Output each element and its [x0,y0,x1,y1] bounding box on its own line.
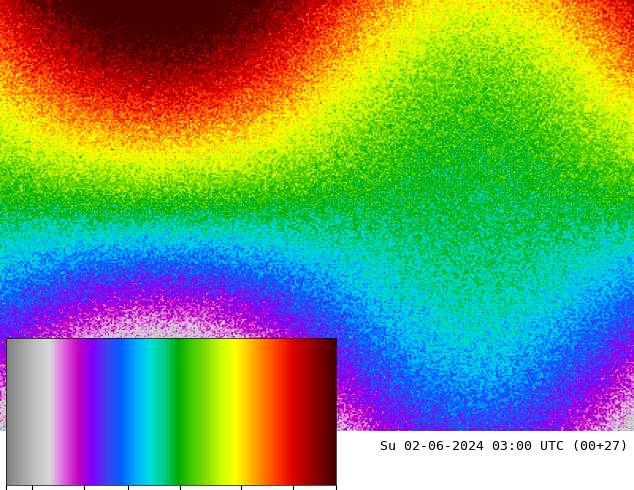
Text: Temperature (2m) [°C] ECMWF: Temperature (2m) [°C] ECMWF [6,440,223,453]
Text: Su 02-06-2024 03:00 UTC (00+27): Su 02-06-2024 03:00 UTC (00+27) [380,440,628,453]
